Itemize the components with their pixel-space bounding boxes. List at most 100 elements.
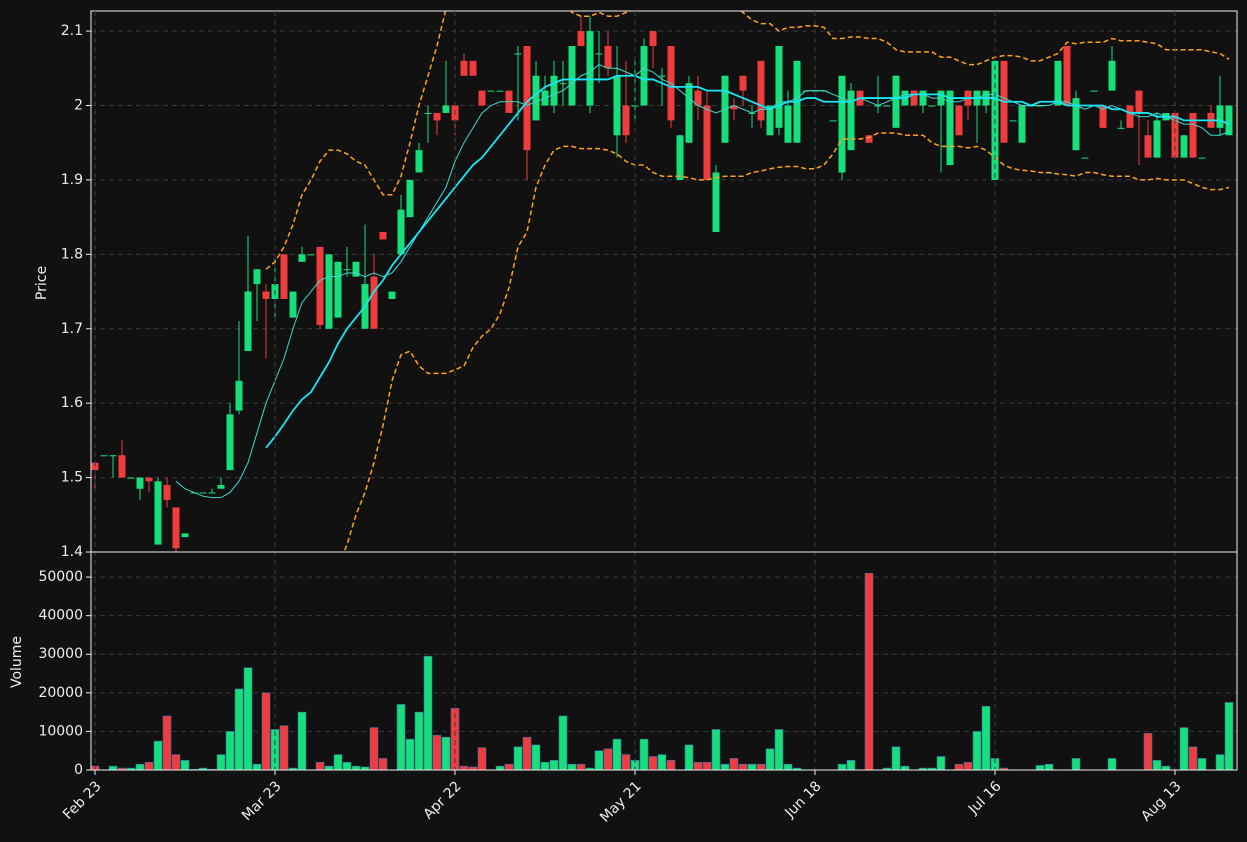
- volume-bar: [531, 744, 541, 771]
- volume-bar: [369, 727, 379, 771]
- volume-bar: [711, 729, 721, 771]
- volume-bar: [135, 763, 145, 771]
- candle-body: [397, 209, 405, 255]
- volume-bar: [1107, 758, 1117, 771]
- y-tick-label: 1.6: [61, 395, 83, 411]
- candle-body: [1063, 45, 1071, 106]
- volume-bar: [144, 761, 154, 771]
- y-axis-label: Price: [34, 266, 50, 300]
- candle-body: [766, 105, 774, 136]
- indicator-line: [265, 11, 1230, 270]
- candle-body: [1072, 98, 1080, 151]
- candle-body: [838, 75, 846, 173]
- candle-body: [1171, 112, 1179, 158]
- candle-body: [253, 269, 261, 285]
- volume-bar: [1188, 746, 1198, 771]
- candle-body: [298, 254, 306, 262]
- candle-body: [514, 53, 522, 55]
- candle-body: [163, 485, 171, 500]
- candle-body: [550, 75, 558, 106]
- candle-body: [829, 120, 837, 122]
- candle-body: [532, 75, 540, 121]
- candle-body: [1099, 105, 1107, 128]
- volume-bar: [333, 754, 343, 771]
- candle-body: [343, 269, 351, 271]
- indicator-line: [343, 132, 1230, 552]
- indicator-line: [175, 64, 1230, 499]
- candle-body: [640, 45, 648, 106]
- volume-bar: [162, 715, 172, 771]
- volume-bar: [216, 754, 226, 771]
- volume-bar: [414, 711, 424, 771]
- candle-body: [1108, 60, 1116, 91]
- candle-body: [685, 83, 693, 143]
- volume-bar: [837, 763, 847, 771]
- volume-bar: [261, 692, 271, 771]
- candle-body: [730, 105, 738, 110]
- volume-bar: [567, 763, 577, 771]
- volume-bar: [504, 763, 514, 771]
- candle-body: [631, 105, 639, 107]
- candle-body: [577, 31, 585, 46]
- candle-body: [316, 246, 324, 326]
- candle-body: [658, 75, 666, 77]
- candle-body: [1018, 105, 1026, 143]
- volume-bar: [495, 765, 505, 771]
- candle-body: [946, 90, 954, 166]
- candle-body: [559, 83, 567, 85]
- y-tick-label: 30000: [38, 646, 83, 662]
- volume-bar: [603, 748, 613, 771]
- candle-body: [1189, 112, 1197, 158]
- volume-bar: [1071, 758, 1081, 771]
- candle-body: [883, 105, 891, 107]
- volume-bar: [108, 765, 118, 771]
- y-tick-label: 10000: [38, 723, 83, 739]
- candle-body: [1126, 105, 1134, 128]
- candle-body: [847, 90, 855, 151]
- volume-bar: [612, 738, 622, 771]
- volume-bar: [1179, 727, 1189, 771]
- volume-bar: [180, 760, 190, 771]
- axes-frame: [90, 551, 1238, 771]
- volume-bar: [1044, 763, 1054, 771]
- candle-body: [694, 90, 702, 106]
- candle-body: [703, 105, 711, 180]
- volume-bar: [954, 763, 964, 771]
- volume-bar: [765, 748, 775, 771]
- volume-bar: [423, 655, 433, 771]
- volume-bar: [1215, 754, 1225, 771]
- volume-bar: [684, 744, 694, 771]
- candle-body: [325, 254, 333, 329]
- candle-body: [523, 45, 531, 151]
- candle-body: [595, 53, 603, 55]
- candle-body: [172, 507, 180, 549]
- candle-body: [262, 291, 270, 299]
- candle-body: [1198, 157, 1206, 159]
- y-tick-label: 1.4: [61, 544, 83, 560]
- candle-body: [496, 90, 504, 92]
- volume-bar: [594, 750, 604, 771]
- candle-body: [208, 492, 216, 494]
- volume-bar: [171, 754, 181, 771]
- volume-bar: [324, 765, 334, 771]
- volume-bar: [666, 760, 676, 771]
- volume-bar: [513, 746, 523, 771]
- candle-body: [433, 112, 441, 121]
- candle-body: [91, 462, 99, 471]
- volume-bar: [459, 765, 469, 771]
- candle-body: [775, 45, 783, 128]
- candle-body: [478, 90, 486, 106]
- volume-bar: [252, 763, 262, 771]
- candle-body: [910, 90, 918, 106]
- candle-body: [235, 380, 243, 411]
- candle-body: [919, 90, 927, 106]
- volume-bar: [864, 572, 874, 771]
- candle-body: [307, 254, 315, 256]
- candle-body: [1009, 120, 1017, 122]
- volume-bar: [756, 763, 766, 771]
- candle-body: [955, 105, 963, 136]
- candle-body: [352, 261, 360, 277]
- volume-bar: [1161, 765, 1171, 771]
